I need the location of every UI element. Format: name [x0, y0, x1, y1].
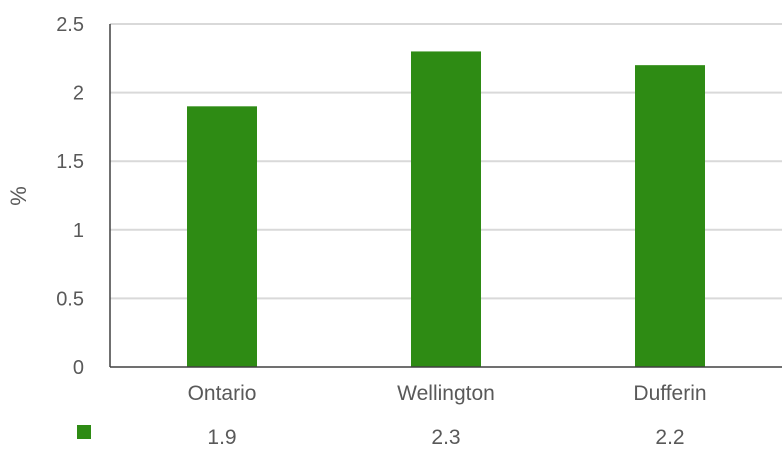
y-tick-label: 2.5: [56, 14, 84, 36]
y-tick-labels: 0 0.5 1 1.5 2 2.5: [56, 14, 84, 379]
y-axis-label: %: [6, 186, 31, 206]
data-table-value: 1.9: [207, 426, 236, 449]
y-tick-label: 1.5: [56, 151, 84, 173]
data-table-value: 2.2: [655, 426, 684, 449]
bar-wellington: [411, 51, 481, 367]
category-label: Dufferin: [633, 382, 706, 405]
category-labels: Ontario Wellington Dufferin: [188, 382, 707, 405]
bar-ontario: [187, 106, 257, 367]
data-table-values: 1.9 2.3 2.2: [207, 426, 684, 449]
y-tick-label: 0: [73, 357, 84, 379]
y-tick-label: 0.5: [56, 288, 84, 310]
bars: [187, 51, 705, 367]
category-label: Ontario: [188, 382, 257, 405]
data-table-value: 2.3: [431, 426, 460, 449]
bar-dufferin: [635, 65, 705, 367]
category-label: Wellington: [397, 382, 495, 405]
y-tick-label: 1: [73, 220, 84, 242]
legend-key-swatch: [77, 425, 91, 439]
y-tick-label: 2: [73, 83, 84, 105]
